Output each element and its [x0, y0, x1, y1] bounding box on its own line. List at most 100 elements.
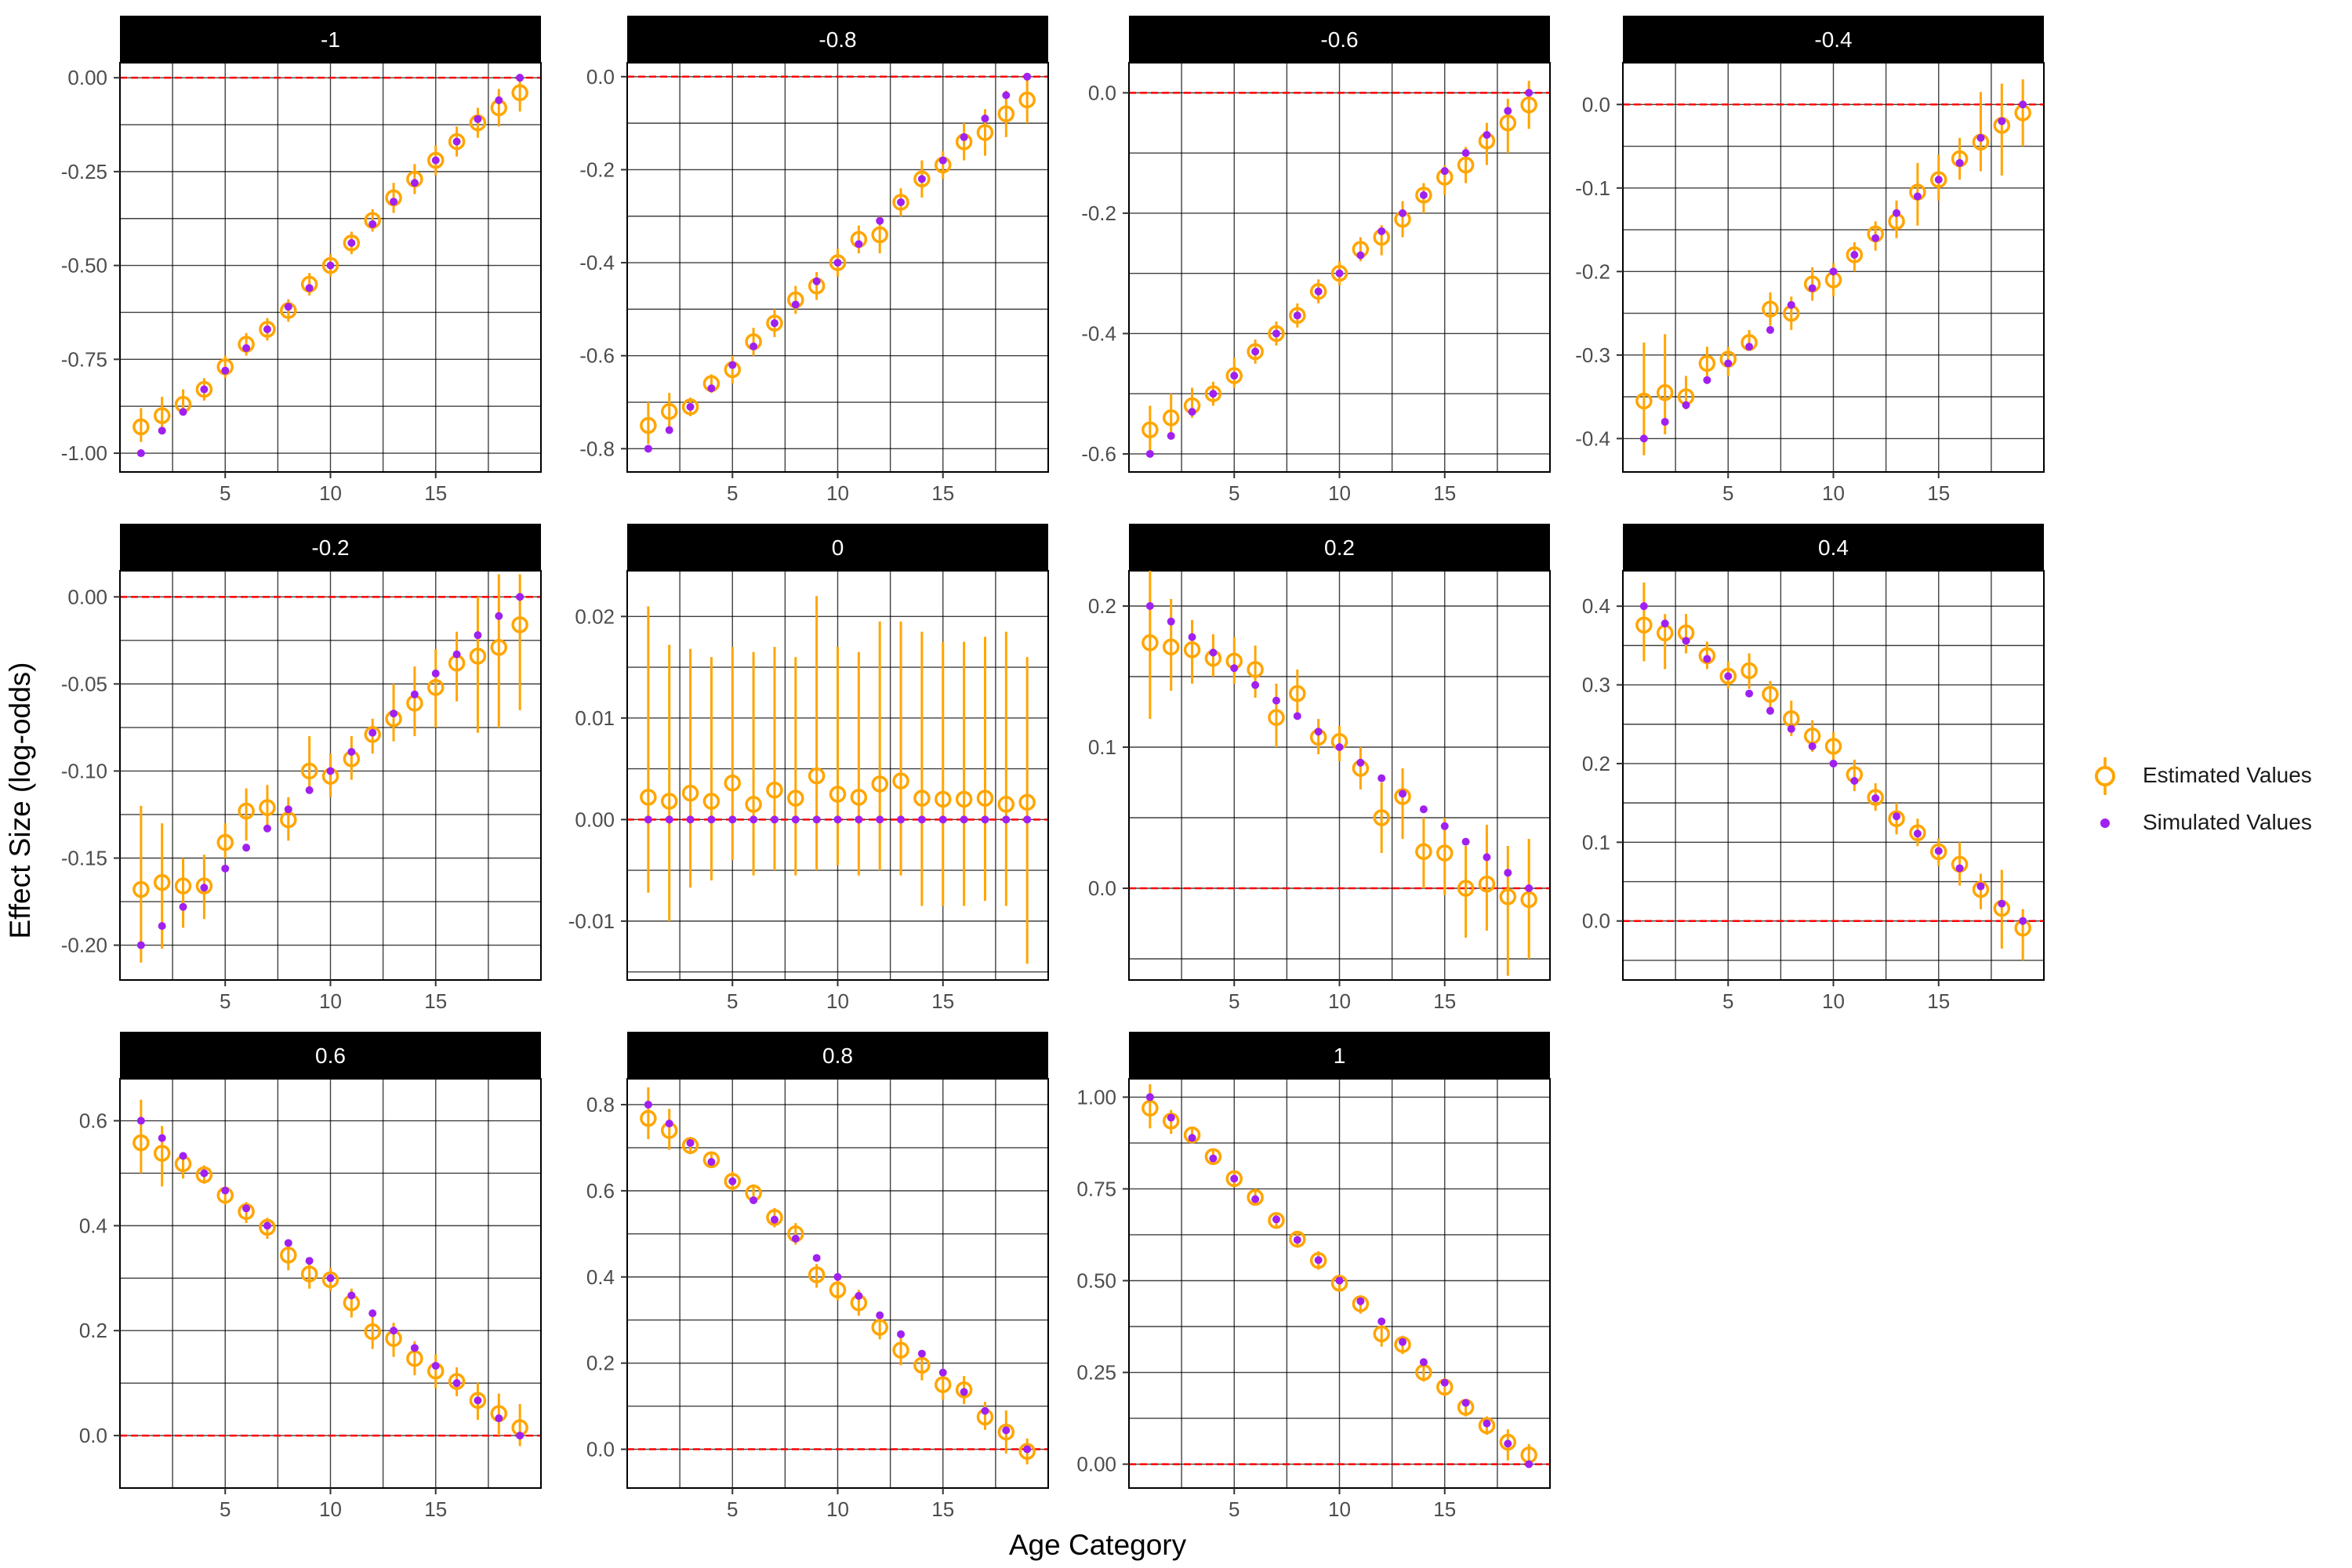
facet-strip: [627, 524, 1048, 571]
simulated-point: [1461, 1399, 1470, 1407]
y-tick-label: -0.01: [568, 909, 615, 933]
x-tick-label: 10: [826, 989, 849, 1013]
estimated-point: [681, 398, 699, 416]
simulated-point: [960, 1388, 968, 1396]
simulated-point: [1893, 209, 1901, 217]
estimated-point: [153, 1145, 171, 1162]
simulated-point: [200, 385, 209, 394]
simulated-point: [812, 277, 821, 285]
simulated-point: [855, 240, 863, 249]
facet-strip: [1129, 1032, 1550, 1079]
facet-panel: -0.4 0.0 -0.1 -0.2 -0.3 -0.4 5 10 15: [1575, 16, 2045, 505]
x-tick-label: 15: [1433, 989, 1456, 1013]
simulated-point: [981, 815, 989, 824]
simulated-point: [770, 319, 779, 328]
estimated-point: [321, 256, 339, 274]
simulated-point: [1419, 191, 1428, 199]
simulated-point: [1335, 743, 1344, 751]
simulated-point: [136, 1116, 145, 1125]
estimated-point: [1247, 1189, 1264, 1206]
estimated-point: [300, 762, 318, 780]
estimated-point: [1247, 343, 1264, 361]
estimated-point: [364, 1323, 381, 1341]
simulated-point: [750, 1196, 758, 1204]
estimated-point: [195, 1166, 213, 1184]
estimated-point: [892, 1341, 909, 1359]
simulated-point: [707, 815, 716, 824]
estimated-point: [511, 616, 528, 633]
simulated-point: [1272, 696, 1280, 705]
estimated-point: [787, 789, 804, 807]
estimated-point: [1394, 1336, 1411, 1353]
facet-strip-label: -0.2: [311, 535, 349, 560]
simulated-point: [136, 449, 145, 458]
estimated-point: [808, 1266, 826, 1283]
simulated-point: [1850, 777, 1859, 786]
x-tick-label: 10: [1328, 1497, 1351, 1521]
simulated-point: [665, 815, 673, 824]
simulated-point: [326, 767, 335, 775]
y-tick-label: 0.00: [67, 66, 107, 89]
simulated-point: [1356, 1297, 1365, 1305]
facet-strip-label: -1: [321, 27, 340, 52]
estimated-point: [829, 1281, 847, 1298]
estimated-point: [469, 648, 487, 665]
estimated-point: [976, 789, 994, 807]
simulated-point: [1850, 251, 1859, 260]
estimated-point: [153, 407, 171, 424]
simulated-point: [431, 1362, 440, 1370]
x-tick-label: 5: [1722, 989, 1733, 1013]
estimated-point: [1373, 809, 1390, 826]
simulated-point: [1998, 899, 2006, 908]
estimated-point: [469, 1392, 487, 1409]
simulated-point: [876, 815, 884, 824]
simulated-point: [179, 1152, 187, 1160]
simulated-point: [452, 650, 461, 659]
simulated-point: [897, 1330, 906, 1338]
estimated-point: [1268, 1211, 1285, 1229]
facet-strip: [1623, 16, 2044, 63]
x-tick-label: 5: [1229, 989, 1240, 1013]
simulated-point: [1356, 758, 1365, 767]
estimated-point: [913, 170, 931, 188]
estimated-point: [660, 403, 678, 420]
facet-panel: -0.8 0.0 -0.2 -0.4 -0.6 -0.8 5 10 15: [579, 16, 1049, 505]
estimated-point: [640, 789, 657, 806]
facet-panel: 0 0.02 0.01 0.00 -0.01 5 10 15: [568, 524, 1049, 1013]
x-tick-label: 5: [1722, 481, 1733, 505]
estimated-point: [1394, 788, 1411, 805]
estimated-point: [1478, 1417, 1496, 1435]
estimated-point: [1499, 114, 1517, 132]
x-tick-label: 15: [1433, 481, 1456, 505]
simulated-point: [1272, 1215, 1280, 1224]
simulated-point: [474, 114, 482, 123]
facet-strip: [1129, 524, 1550, 571]
facet-strip-label: 0.6: [315, 1044, 346, 1068]
y-tick-label: 0.2: [79, 1319, 107, 1342]
simulated-point: [1377, 1317, 1386, 1326]
simulated-point: [1682, 401, 1690, 409]
simulated-point: [284, 805, 292, 814]
y-tick-label: 0.0: [586, 1438, 615, 1461]
simulated-point: [644, 1100, 652, 1109]
estimated-point: [1162, 409, 1180, 426]
simulated-point: [1002, 91, 1011, 100]
simulated-point: [812, 815, 821, 824]
simulated-point: [452, 1379, 461, 1388]
estimated-point: [343, 234, 361, 252]
estimated-point: [681, 1137, 699, 1154]
x-tick-label: 10: [1328, 989, 1351, 1013]
facet-strip-label: 0.2: [1324, 535, 1355, 560]
simulated-point: [2019, 100, 2027, 109]
simulated-point: [368, 220, 377, 228]
x-tick-label: 15: [931, 1497, 954, 1521]
estimated-point: [766, 1209, 783, 1226]
simulated-point: [1639, 602, 1648, 611]
estimated-point: [871, 226, 888, 244]
y-tick-label: 0.4: [586, 1265, 615, 1289]
simulated-point: [1976, 133, 1985, 142]
estimated-point: [1352, 1295, 1370, 1312]
estimated-point: [1162, 638, 1180, 655]
estimated-point: [808, 767, 826, 785]
